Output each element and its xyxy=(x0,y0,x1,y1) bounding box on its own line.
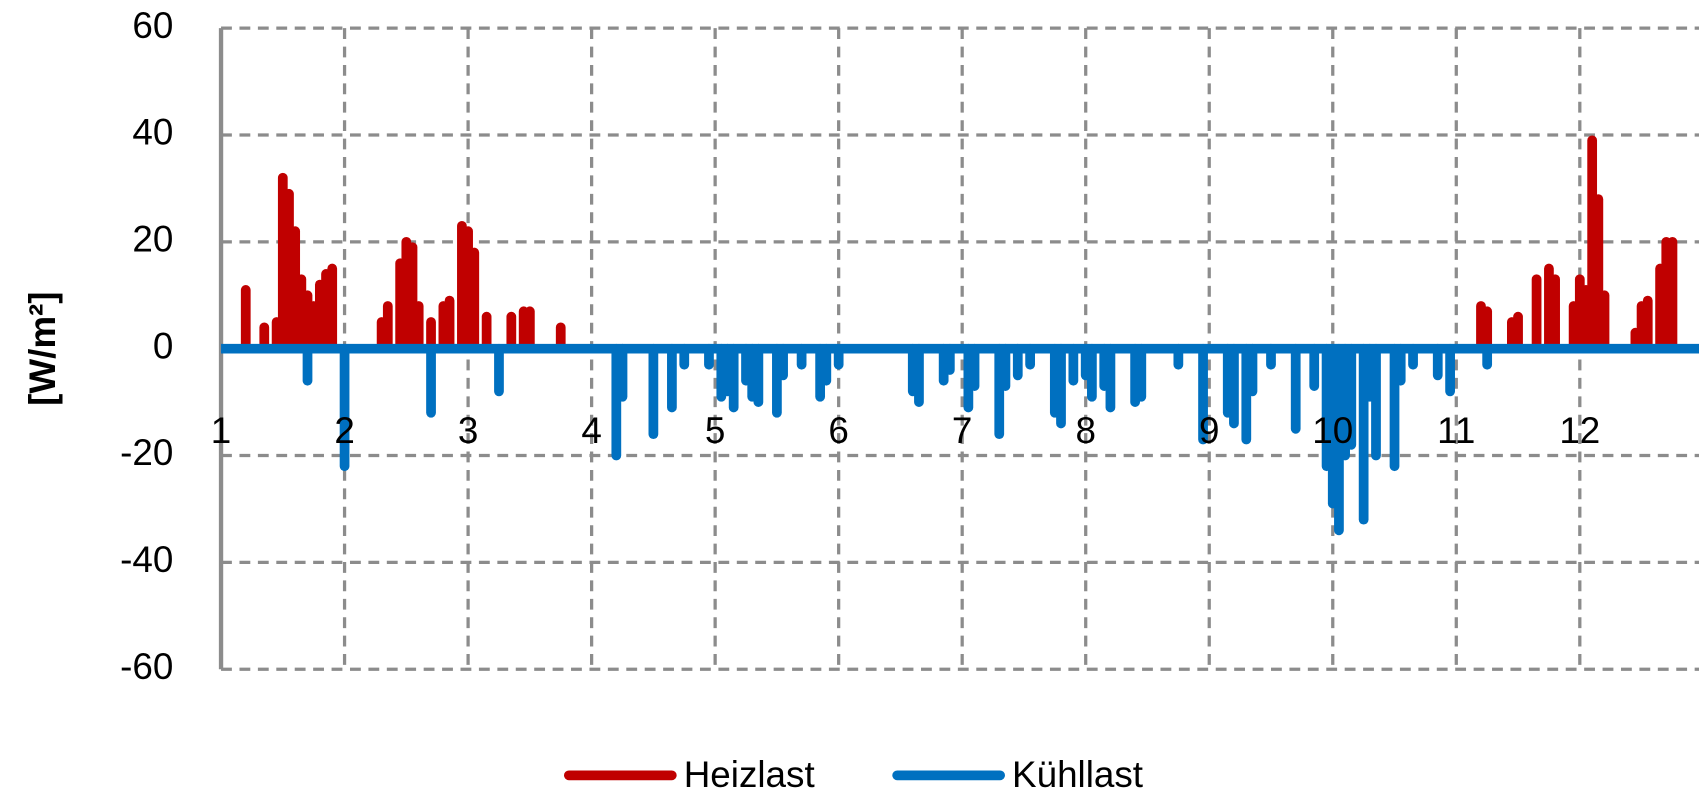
x-tick-label: 1 xyxy=(211,410,231,451)
y-tick-label: 0 xyxy=(153,325,173,366)
x-tick-label: 2 xyxy=(334,410,354,451)
legend-label: Kühllast xyxy=(1012,754,1143,795)
x-tick-label: 9 xyxy=(1199,410,1219,451)
x-tick-label: 4 xyxy=(581,410,601,451)
x-tick-label: 10 xyxy=(1312,410,1353,451)
y-tick-label: 60 xyxy=(132,5,173,46)
y-tick-label: -40 xyxy=(120,539,173,580)
y-tick-label: 20 xyxy=(132,219,173,260)
y-tick-label: 40 xyxy=(132,112,173,153)
x-tick-label: 12 xyxy=(1559,410,1600,451)
y-axis-label: [W/m²] xyxy=(22,291,63,405)
x-tick-label: 7 xyxy=(952,410,972,451)
y-tick-label: -20 xyxy=(120,432,173,473)
x-tick-label: 11 xyxy=(1437,410,1475,451)
y-tick-label: -60 xyxy=(120,646,173,687)
x-tick-label: 5 xyxy=(705,410,725,451)
x-tick-label: 6 xyxy=(828,410,848,451)
x-tick-label: 3 xyxy=(458,410,478,451)
legend-label: Heizlast xyxy=(684,754,815,795)
x-tick-label: 8 xyxy=(1075,410,1095,451)
